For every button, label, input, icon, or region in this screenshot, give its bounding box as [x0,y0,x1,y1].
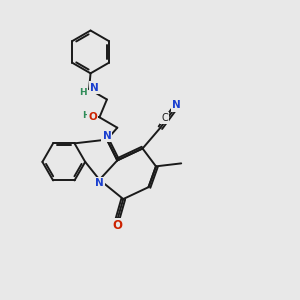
Text: N: N [95,178,104,188]
Text: H: H [79,88,86,97]
Text: N: N [172,100,181,110]
Text: N: N [103,131,111,141]
Text: N: N [90,82,99,93]
Text: H: H [82,111,90,120]
Text: O: O [88,112,97,122]
Text: C: C [161,113,168,123]
Text: O: O [112,219,122,232]
